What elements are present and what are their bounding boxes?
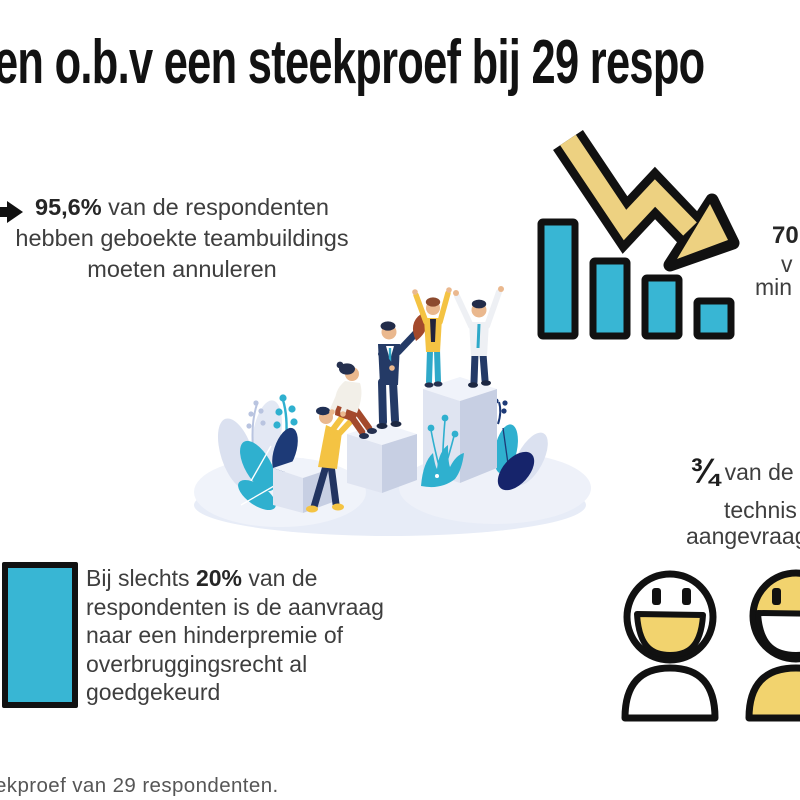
- infographic-title: en o.b.v een steekproef bij 29 respo: [0, 28, 705, 97]
- stat-cancelled-line1: 95,6% van de respondenten: [35, 194, 329, 220]
- person-helping: [329, 361, 377, 439]
- smiling-person-white-icon: [621, 570, 719, 722]
- stat-trend-fragment-line1: 70: [772, 222, 799, 249]
- grass-dandelions: [421, 414, 464, 488]
- stat-cancelled-percent: 95,6%: [35, 194, 102, 220]
- teamwork-podium-illustration: [194, 286, 591, 536]
- stat-three-quarters-line2: technis: [724, 497, 797, 523]
- arrow-right-icon: [0, 201, 23, 223]
- smiling-person-yellow-icon: [745, 569, 800, 722]
- stat-cancelled-line2: hebben geboekte teambuildings: [15, 225, 349, 251]
- teal-rectangle-icon: [2, 562, 78, 708]
- plants-right: [491, 398, 548, 491]
- stat-approved-line2: respondenten is de aanvraag: [86, 593, 384, 620]
- stat-three-quarters-line1: ¾ van de: [690, 452, 794, 491]
- stat-approved-line3: naar een hinderpremie of: [86, 622, 343, 649]
- stat-three-quarters-fraction: ¾: [690, 452, 719, 491]
- bar-chart-bars: [537, 218, 735, 340]
- person-celebrating-woman: [412, 287, 452, 388]
- stat-approved-percent: 20%: [195, 565, 242, 591]
- trend-down-arrow-icon: [553, 129, 740, 272]
- happy-persons-icon: [621, 569, 800, 722]
- stat-approved: Bij slechts 20% van de respondenten is d…: [86, 564, 384, 707]
- stat-three-quarters-line3: aangevraag: [686, 523, 800, 549]
- stat-cancelled-line3: moeten annuleren: [87, 256, 277, 282]
- person-suit: [376, 321, 422, 429]
- stat-trend-fragment-line3: min: [755, 274, 793, 300]
- declining-bar-chart-icon: [537, 129, 740, 340]
- stat-approved-line5: goedgekeurd: [86, 679, 221, 706]
- stat-trend-fragment-line2: v: [781, 251, 793, 277]
- stat-approved-line1: Bij slechts 20% van de: [86, 565, 318, 591]
- stat-approved-line4: overbruggingsrecht al: [86, 650, 308, 677]
- person-celebrating-man: [453, 286, 504, 388]
- footer-note: ekproef van 29 respondenten.: [0, 774, 279, 797]
- stat-cancelled: 95,6% van de respondenten hebben geboekt…: [8, 192, 356, 285]
